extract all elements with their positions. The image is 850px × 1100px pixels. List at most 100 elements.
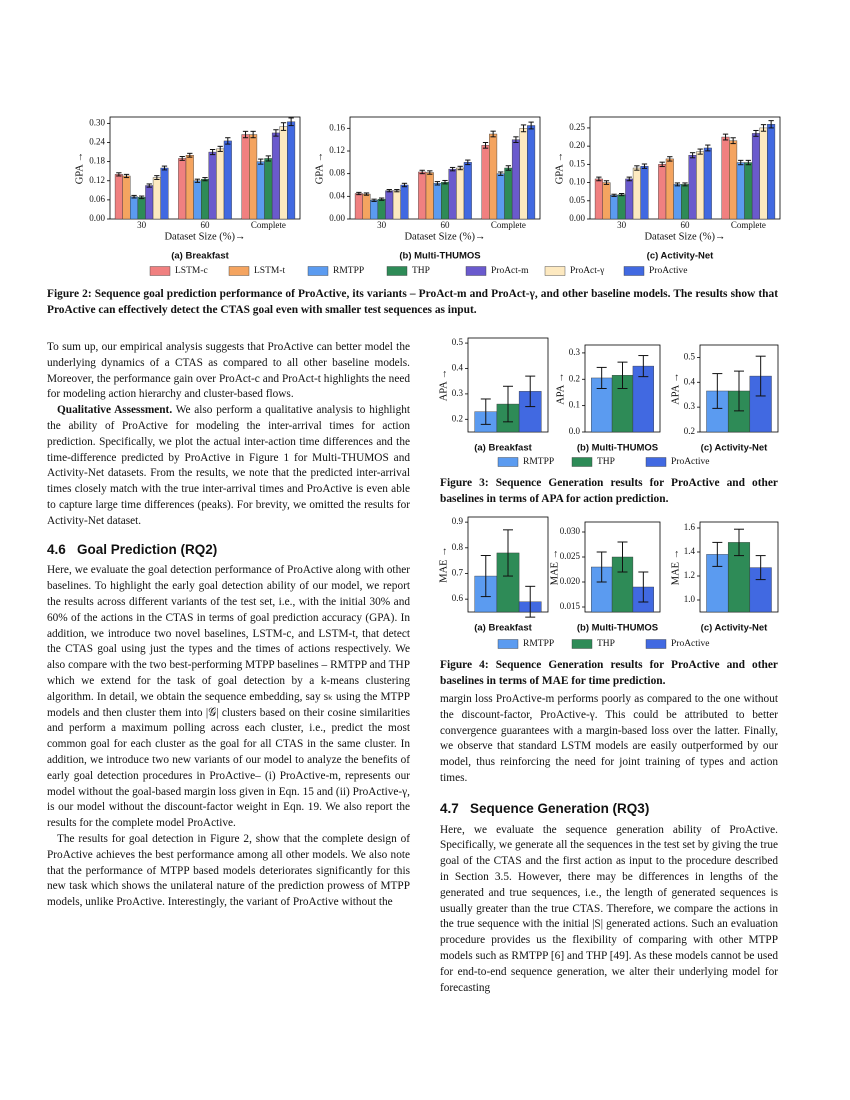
bar: [377, 198, 386, 220]
legend-label: RMTPP: [523, 457, 554, 467]
legend-swatch: [149, 266, 171, 276]
y-tick-label: 0.00: [569, 213, 585, 223]
bar: [673, 184, 682, 220]
legend-label: RMTPP: [333, 266, 364, 276]
bar: [279, 126, 288, 220]
y-tick-label: 0.18: [89, 156, 105, 166]
y-tick-label: 0.6: [452, 593, 464, 603]
x-tick-label: 30: [617, 220, 627, 230]
bar: [223, 140, 232, 220]
bar: [527, 125, 536, 220]
bar: [751, 133, 760, 220]
subfigure-caption: (c) Activity-Net: [701, 623, 769, 634]
legend-swatch: [228, 266, 250, 276]
y-tick-label: 0.8: [452, 542, 464, 552]
y-tick-label: 0.9: [452, 516, 464, 526]
y-tick-label: 0.20: [569, 140, 585, 150]
bar: [721, 136, 730, 220]
bar: [456, 167, 465, 220]
bar: [640, 165, 649, 220]
bar: [658, 164, 667, 220]
bar: [370, 200, 379, 220]
y-tick-label: 0.5: [452, 337, 464, 347]
y-tick-label: 1.2: [684, 570, 695, 580]
legend-swatch: [623, 266, 645, 276]
bar: [256, 161, 265, 220]
bar: [418, 171, 427, 220]
subfigure-caption: (b) Multi-THUMOS: [577, 443, 658, 454]
left-column: To sum up, our empirical analysis sugges…: [47, 340, 410, 911]
x-tick-label: Complete: [731, 220, 766, 230]
y-tick-label: 0.2: [569, 373, 580, 383]
bar: [511, 139, 520, 220]
paragraph: margin loss ProActive-m performs poorly …: [440, 693, 778, 784]
legend-swatch: [571, 457, 593, 467]
bar: [759, 127, 768, 220]
bar: [241, 134, 250, 220]
y-tick-label: 0.3: [452, 388, 464, 398]
y-tick-label: 0.4: [452, 363, 464, 373]
y-tick-label: 0.1: [569, 400, 580, 410]
subfigure-caption: (b) Multi-THUMOS: [577, 623, 658, 634]
bar: [152, 177, 161, 220]
bar: [767, 124, 776, 220]
legend-swatch: [645, 457, 667, 467]
bar: [504, 167, 513, 220]
bar: [696, 151, 705, 220]
y-tick-label: 0.00: [89, 213, 105, 223]
y-tick-label: 0.7: [452, 568, 464, 578]
figure-caption: Figure 2: Sequence goal prediction perfo…: [47, 288, 778, 316]
y-tick-label: 0.015: [560, 601, 581, 611]
bar: [362, 193, 371, 220]
subfigure-caption: (c) Activity-Net: [647, 251, 715, 262]
section-heading: 4.6 Goal Prediction (RQ2): [47, 541, 218, 557]
legend-label: RMTPP: [523, 639, 554, 649]
x-axis-label: Dataset Size (%)→: [404, 231, 485, 242]
subfigure-caption: (a) Breakfast: [474, 623, 532, 634]
y-axis-label: APA →: [670, 372, 681, 405]
subfigure-caption: (a) Breakfast: [474, 443, 532, 454]
subfigure-caption: (a) Breakfast: [171, 251, 229, 262]
legend-swatch: [544, 266, 566, 276]
bar: [137, 197, 146, 220]
y-tick-label: 0.3: [684, 401, 696, 411]
legend-swatch: [645, 639, 667, 649]
bar: [703, 147, 712, 220]
y-axis-label: MAE →: [549, 549, 560, 585]
bar: [208, 151, 217, 220]
y-tick-label: 0.030: [560, 526, 581, 536]
paragraph: To sum up, our empirical analysis sugges…: [47, 341, 410, 401]
paragraph-lead: Qualitative Assessment.: [57, 404, 173, 417]
bar: [481, 145, 490, 220]
bar: [193, 180, 202, 220]
bar: [185, 155, 194, 220]
legend-label: ProAct-m: [491, 266, 529, 276]
y-tick-label: 0.4: [684, 376, 696, 386]
x-axis-label: Dataset Size (%)→: [164, 231, 245, 242]
legend-label: ProAct-γ: [570, 266, 604, 276]
y-tick-label: 0.12: [329, 145, 345, 155]
x-tick-label: Complete: [491, 220, 526, 230]
bar: [594, 178, 603, 220]
legend-label: LSTM-t: [254, 266, 286, 276]
y-tick-label: 0.15: [569, 158, 585, 168]
bar: [400, 184, 409, 220]
bar: [287, 121, 296, 220]
y-axis-label: MAE →: [438, 546, 449, 582]
y-axis-label: MAE →: [670, 549, 681, 585]
x-tick-label: 30: [377, 220, 387, 230]
y-tick-label: 0.12: [89, 175, 105, 185]
bar: [200, 178, 209, 220]
bar: [385, 190, 394, 220]
bar: [441, 181, 450, 220]
bar: [688, 155, 697, 220]
legend-swatch: [497, 457, 519, 467]
bar: [448, 168, 457, 220]
bar: [425, 172, 434, 220]
bar: [122, 175, 131, 220]
bar: [681, 184, 690, 220]
figure-caption: Figure 4: Sequence Generation results fo…: [440, 659, 778, 687]
y-tick-label: 0.30: [89, 117, 105, 127]
